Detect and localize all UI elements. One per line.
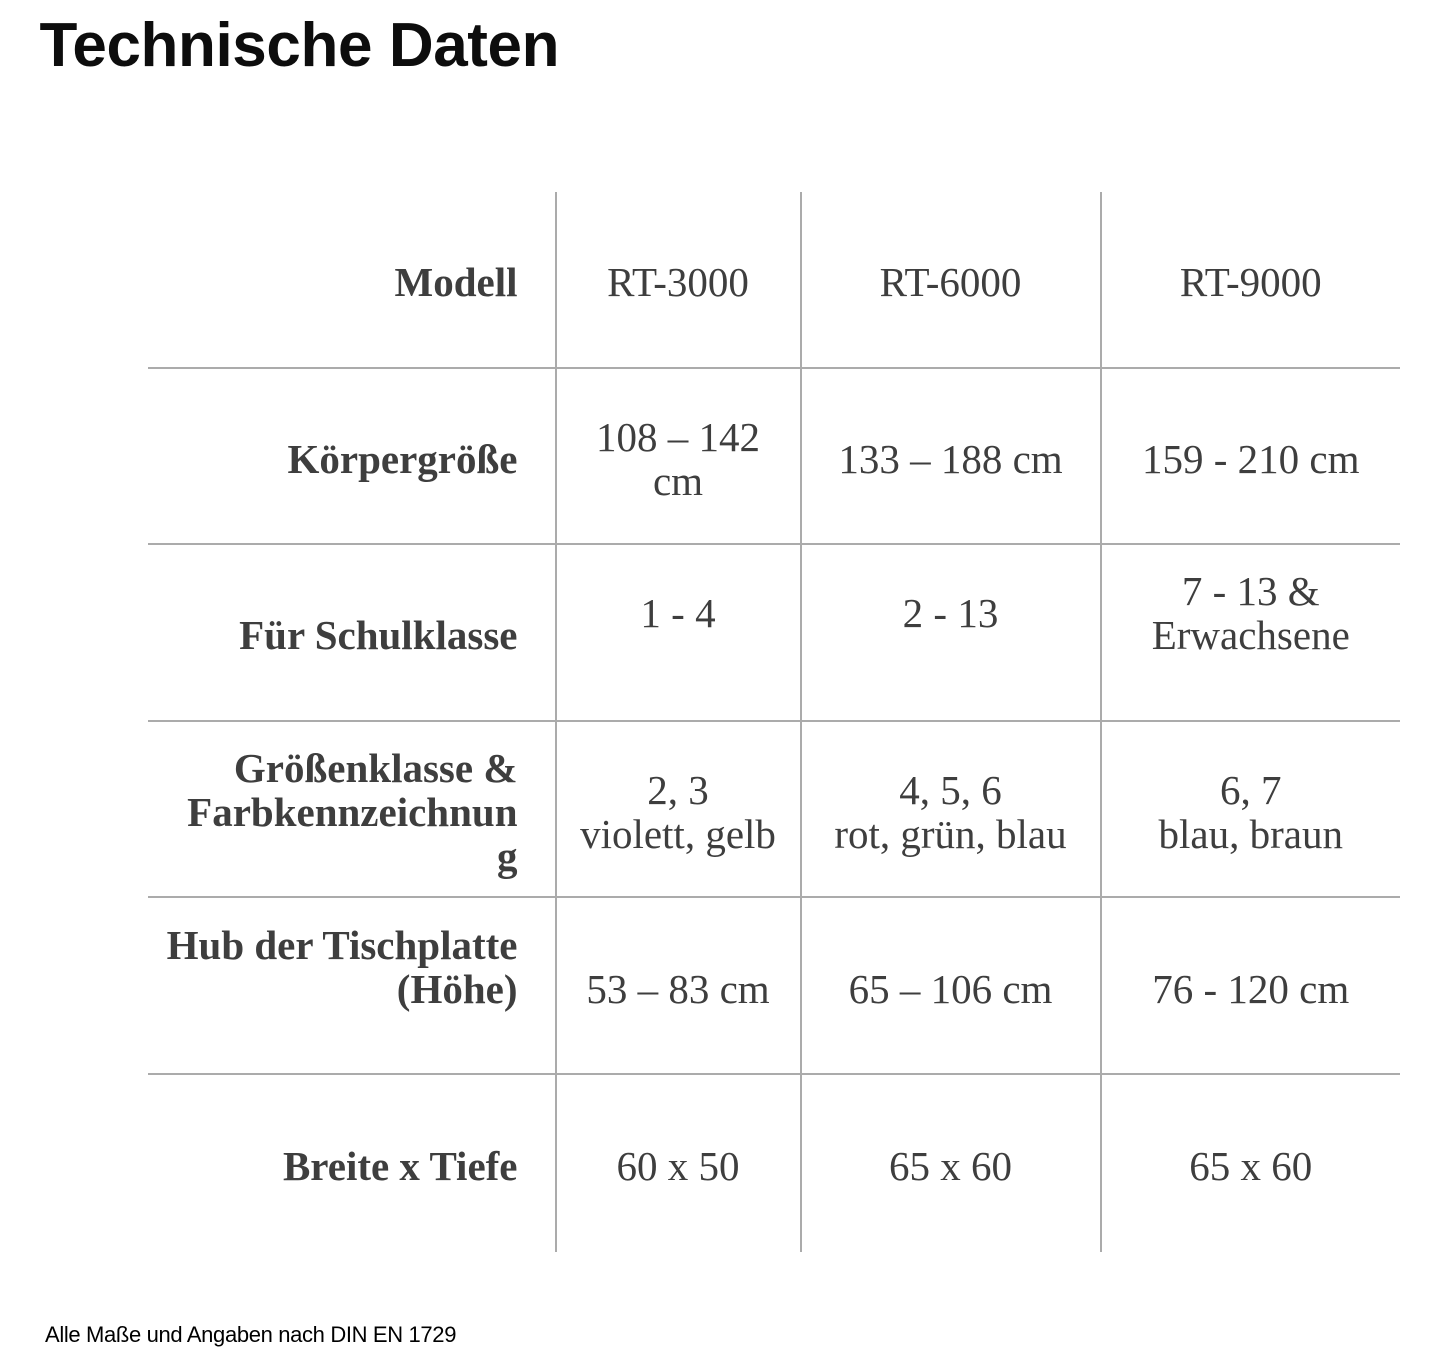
value-cell: 4, 5, 6 rot, grün, blau — [801, 721, 1102, 899]
row-label-cell: Breite x Tiefe — [148, 1074, 557, 1252]
value-cell: 2 - 13 — [801, 545, 1102, 722]
value-cell: 133 – 188 cm — [801, 368, 1102, 546]
cell-text: 65 x 60 — [889, 1143, 1012, 1190]
cell-text: 53 – 83 cm — [586, 965, 770, 1012]
row-label-cell: Für Schulklasse — [148, 545, 557, 722]
cell-text: 60 x 50 — [616, 1143, 740, 1190]
page-title: Technische Daten — [39, 11, 560, 80]
cell-text: 2, 3 violett, gelb — [580, 767, 776, 858]
value-cell: 1 - 4 — [556, 545, 802, 722]
cell-text: RT-6000 — [879, 259, 1022, 306]
cell-text: Größenklasse & Farbkennzeichnun g — [187, 745, 518, 880]
footnote: Alle Maße und Angaben nach DIN EN 1729 — [45, 1322, 457, 1347]
value-cell: 76 - 120 cm — [1101, 898, 1400, 1075]
cell-text: 7 - 13 & Erwachsene — [1151, 568, 1350, 659]
value-cell: 60 x 50 — [557, 1074, 802, 1252]
value-cell: 7 - 13 & Erwachsene — [1101, 545, 1400, 722]
value-cell: 159 - 210 cm — [1101, 369, 1400, 546]
cell-text: 76 - 120 cm — [1152, 965, 1350, 1012]
cell-text: RT-9000 — [1179, 259, 1322, 306]
cell-text: Breite x Tiefe — [282, 1143, 518, 1190]
cell-text: 133 – 188 cm — [838, 435, 1063, 482]
value-cell: 53 – 83 cm — [556, 898, 802, 1075]
value-cell: 65 x 60 — [802, 1074, 1102, 1252]
value-cell: 65 x 60 — [1102, 1075, 1401, 1252]
cell-text: 6, 7 blau, braun — [1158, 767, 1343, 858]
cell-text: 108 – 142 cm — [596, 413, 760, 504]
cell-text: Hub der Tischplatte (Höhe) — [166, 921, 518, 1012]
cell-text: 4, 5, 6 rot, grün, blau — [834, 767, 1067, 858]
row-label-cell: Größenklasse & Farbkennzeichnun g — [148, 721, 557, 899]
cell-text: 2 - 13 — [902, 590, 999, 637]
cell-text: RT-3000 — [607, 259, 749, 306]
cell-text: 1 - 4 — [640, 590, 716, 637]
value-cell: 108 – 142 cm — [556, 368, 802, 546]
value-cell: 6, 7 blau, braun — [1101, 722, 1400, 899]
row-label-cell: Körpergröße — [148, 368, 557, 546]
value-cell: 2, 3 violett, gelb — [556, 721, 802, 899]
value-cell: RT-3000 — [556, 192, 802, 369]
spec-table: Modell RT-3000 RT-6000 RT-9000 Körpergröße 10… — [148, 192, 1400, 1252]
value-cell: RT-9000 — [1101, 192, 1400, 369]
cell-text: 65 x 60 — [1189, 1143, 1313, 1190]
value-cell: 65 – 106 cm — [801, 898, 1102, 1075]
value-cell: RT-6000 — [801, 192, 1102, 369]
row-label-cell: Modell — [148, 192, 557, 369]
cell-text: 159 - 210 cm — [1142, 435, 1360, 482]
cell-text: Modell — [394, 259, 518, 306]
cell-text: Körpergröße — [287, 435, 518, 482]
row-label-cell: Hub der Tischplatte (Höhe) — [148, 898, 557, 1075]
cell-text: 65 – 106 cm — [848, 965, 1053, 1012]
cell-text: Für Schulklasse — [239, 612, 518, 659]
